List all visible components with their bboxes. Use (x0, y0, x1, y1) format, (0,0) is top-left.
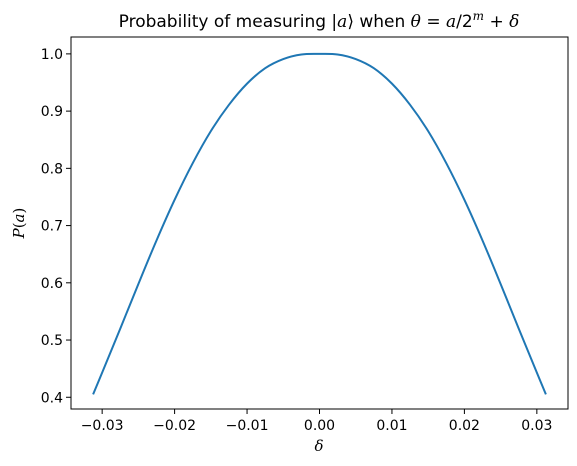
x-tick-label: −0.03 (81, 418, 124, 434)
title-part-5: a (446, 12, 456, 32)
x-tick-label: 0.01 (376, 418, 407, 434)
y-label-part-3: ) (10, 208, 28, 214)
y-tick-label: 0.4 (41, 390, 63, 406)
y-label-part-2: a (10, 213, 28, 222)
x-tick-label: −0.01 (226, 418, 269, 434)
y-axis-ticks: 0.4 0.5 0.6 0.7 0.8 0.9 1.0 (41, 47, 71, 406)
title-part-7: m (473, 9, 484, 23)
title-part-2: ⟩ when (347, 12, 410, 32)
y-tick-label: 0.9 (41, 104, 63, 120)
title-part-0: Probability of measuring | (119, 12, 338, 32)
x-tick-label: 0.03 (521, 418, 552, 434)
x-tick-label: 0.02 (449, 418, 480, 434)
title-part-8: + (484, 12, 509, 32)
x-tick-label: −0.02 (153, 418, 196, 434)
y-tick-label: 0.7 (41, 219, 63, 235)
x-tick-label: 0.00 (304, 418, 335, 434)
y-label-part-1: ( (10, 222, 28, 228)
y-axis-label: P(a) (10, 208, 28, 240)
plot-area (92, 52, 547, 395)
y-tick-label: 0.6 (41, 276, 63, 292)
title-part-9: δ (509, 12, 519, 32)
x-axis-label: δ (314, 437, 323, 455)
y-tick-label: 1.0 (41, 47, 63, 63)
x-axis-ticks: −0.03 −0.02 −0.01 0.00 0.01 0.02 0.03 (81, 409, 552, 434)
chart-title: Probability of measuring |a⟩ when θ = a/… (119, 9, 520, 32)
title-part-1: a (337, 12, 347, 32)
title-part-6: /2 (456, 12, 473, 32)
y-tick-label: 0.5 (41, 333, 63, 349)
y-label-part-0: P (10, 227, 28, 239)
title-part-3: θ (411, 12, 421, 32)
title-part-4: = (421, 12, 446, 32)
series-line (92, 52, 547, 395)
y-tick-label: 0.8 (41, 161, 63, 177)
